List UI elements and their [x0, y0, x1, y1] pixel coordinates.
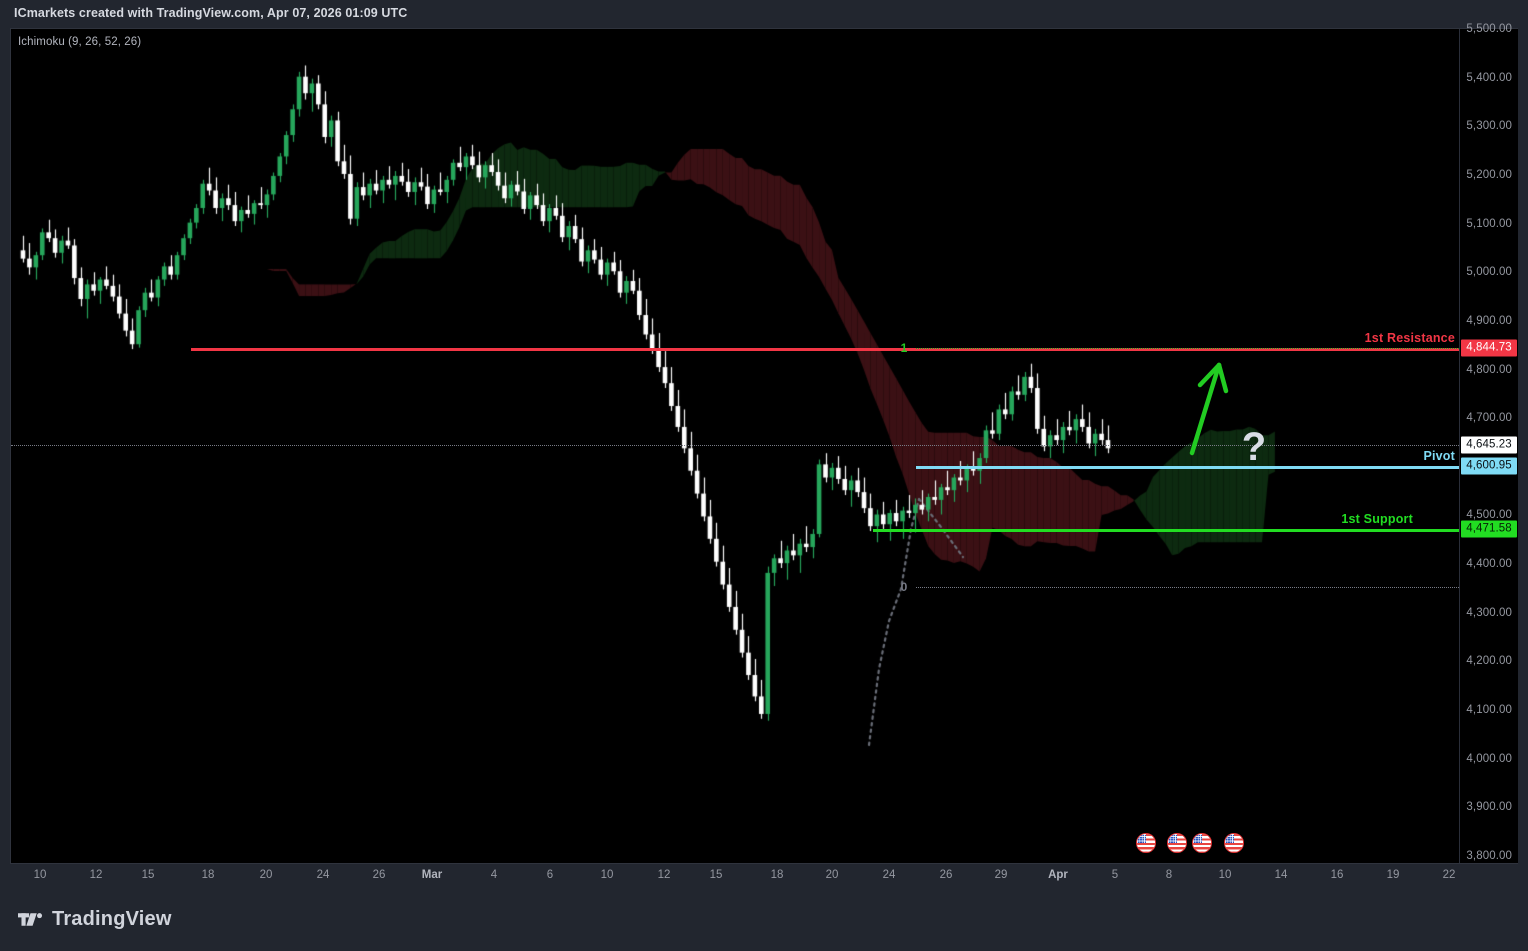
- resistance-label: 1st Resistance: [1364, 330, 1455, 345]
- fib-label-0: 0: [900, 580, 908, 595]
- price-tick: 4,200.00: [1466, 655, 1512, 668]
- time-tick: 15: [709, 869, 723, 881]
- price-badge-1st-support[interactable]: 4,471.58: [1461, 520, 1517, 538]
- time-tick: 6: [546, 869, 554, 881]
- time-tick: 24: [316, 869, 330, 881]
- price-badge-pivot[interactable]: 4,600.95: [1461, 457, 1517, 475]
- time-tick: 26: [372, 869, 386, 881]
- price-tick: 4,100.00: [1466, 704, 1512, 717]
- pivot-label: Pivot: [1423, 449, 1455, 464]
- time-tick: 10: [33, 869, 47, 881]
- price-tick: 5,500.00: [1466, 23, 1512, 35]
- price-tick: 5,200.00: [1466, 168, 1512, 181]
- last-price-line[interactable]: [11, 444, 1459, 446]
- time-tick: 15: [141, 869, 155, 881]
- us-flag-event-icon[interactable]: [1224, 833, 1244, 853]
- us-flag-event-icon[interactable]: [1136, 833, 1156, 853]
- price-tick: 3,900.00: [1466, 801, 1512, 814]
- price-tick: 3,800.00: [1466, 850, 1512, 862]
- time-tick: 18: [201, 869, 215, 881]
- time-tick: 8: [1165, 869, 1173, 881]
- price-tick: 4,300.00: [1466, 606, 1512, 619]
- time-tick: 16: [1330, 869, 1344, 881]
- time-tick: 20: [259, 869, 273, 881]
- time-tick: 26: [939, 869, 953, 881]
- time-tick: 22: [1442, 869, 1456, 881]
- fib-label-1: 1: [900, 340, 908, 355]
- chart-frame: 1st Resistance Pivot 1st Support 1 0 ? 5,500…: [10, 23, 1518, 864]
- time-tick: Mar: [421, 869, 443, 881]
- support-label: 1st Support: [1341, 512, 1413, 527]
- time-tick: 12: [89, 869, 103, 881]
- price-tick: 5,400.00: [1466, 71, 1512, 84]
- time-tick: 10: [1218, 869, 1232, 881]
- price-tick: 4,700.00: [1466, 412, 1512, 425]
- price-tick: 4,500.00: [1466, 509, 1512, 522]
- last-price-badge[interactable]: 4,645.23: [1461, 436, 1517, 454]
- price-tick: 5,000.00: [1466, 266, 1512, 279]
- price-tick: 5,300.00: [1466, 120, 1512, 133]
- time-tick: Apr: [1048, 869, 1068, 881]
- chart-header: ICmarkets created with TradingView.com, …: [0, 0, 1528, 28]
- indicator-legend[interactable]: Ichimoku (9, 26, 52, 26): [18, 36, 142, 48]
- pivot-line[interactable]: [916, 466, 1459, 470]
- time-tick: 4: [490, 869, 498, 881]
- tradingview-logo-text: TradingView: [52, 908, 172, 930]
- resistance-line[interactable]: [191, 347, 1459, 351]
- time-tick: 10: [600, 869, 614, 881]
- time-tick: 18: [770, 869, 784, 881]
- support-line[interactable]: [873, 529, 1459, 533]
- question-mark-annotation: ?: [1241, 425, 1267, 469]
- fib-level-1-line[interactable]: [916, 347, 1459, 349]
- time-tick: 20: [825, 869, 839, 881]
- time-tick: 5: [1111, 869, 1119, 881]
- time-tick: 19: [1386, 869, 1400, 881]
- time-axis[interactable]: 10 12 15 18 20 24 26 Mar 4 6 10 12 15 18 20 24 26 29 Apr 5 8…: [10, 864, 1518, 890]
- fib-level-0-line[interactable]: [916, 587, 1459, 589]
- tradingview-logo: TradingView: [18, 908, 172, 931]
- price-tick: 4,800.00: [1466, 363, 1512, 376]
- us-flag-event-icon[interactable]: [1192, 833, 1212, 853]
- tradingview-logo-icon: [18, 913, 43, 926]
- price-tick: 5,100.00: [1466, 217, 1512, 230]
- time-tick: 29: [994, 869, 1008, 881]
- attribution-text: ICmarkets created with TradingView.com, …: [14, 6, 408, 20]
- us-flag-event-icon[interactable]: [1167, 833, 1187, 853]
- price-tick: 4,400.00: [1466, 558, 1512, 571]
- price-tick: 4,000.00: [1466, 752, 1512, 765]
- chart-plot-area[interactable]: 1st Resistance Pivot 1st Support 1 0 ?: [11, 29, 1459, 863]
- time-tick: 24: [882, 869, 896, 881]
- price-badge-1st-resistance[interactable]: 4,844.73: [1461, 339, 1517, 357]
- price-axis[interactable]: 5,500.00 5,400.00 5,300.00 5,200.00 5,100.00…: [1459, 23, 1518, 863]
- time-tick: 14: [1274, 869, 1288, 881]
- time-tick: 12: [657, 869, 671, 881]
- price-tick: 4,900.00: [1466, 314, 1512, 327]
